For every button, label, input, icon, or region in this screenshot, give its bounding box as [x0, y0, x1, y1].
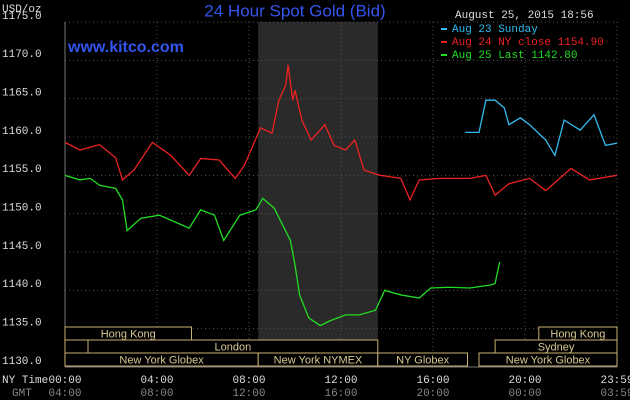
y-tick-label: 1170.0 — [2, 49, 42, 61]
legend-label: Aug 24 NY close 1154.90 — [452, 37, 604, 49]
series-line — [465, 99, 618, 158]
session-label: Hong Kong — [101, 328, 156, 340]
y-tick-label: 1160.0 — [2, 126, 42, 138]
x2-tick-label: 08:00 — [140, 388, 173, 400]
legend-label: Aug 25 Last 1142.80 — [452, 50, 577, 62]
x2-tick-label: 00:00 — [508, 388, 541, 400]
session-label: NY Globex — [396, 354, 449, 366]
y-tick-label: 1165.0 — [2, 88, 42, 100]
x-tick-label: 00:00 — [48, 375, 81, 387]
legend-label: Aug 23 Sunday — [452, 24, 538, 36]
x-tick-label: 12:00 — [324, 375, 357, 387]
session-box — [377, 352, 468, 367]
x-tick-label: 23:59 — [600, 375, 630, 387]
session-shade — [258, 22, 378, 367]
session-label: Hong Kong — [550, 328, 605, 340]
session-label: Sydney — [538, 341, 575, 353]
session-box — [64, 339, 89, 354]
x-tick-label: 04:00 — [140, 375, 173, 387]
x2-tick-label: 12:00 — [232, 388, 265, 400]
y-tick-label: 1175.0 — [2, 11, 42, 23]
x-row-label: NY Time — [2, 375, 48, 387]
session-label: London — [215, 341, 252, 353]
x2-tick-label: 03:59 — [600, 388, 630, 400]
x2-tick-label: 04:00 — [48, 388, 81, 400]
series-line — [64, 174, 501, 327]
chart-title: 24 Hour Spot Gold (Bid) — [204, 1, 385, 20]
shade-layer — [258, 22, 378, 367]
y-tick-label: 1150.0 — [2, 203, 42, 215]
line-layer — [64, 64, 618, 327]
grid-layer — [64, 21, 618, 368]
timestamp: August 25, 2015 18:56 — [455, 10, 594, 22]
session-box — [478, 352, 618, 367]
session-label: New York Globex — [119, 354, 204, 366]
x2-tick-label: 20:00 — [416, 388, 449, 400]
x-tick-label: 16:00 — [416, 375, 449, 387]
x-tick-label: 08:00 — [232, 375, 265, 387]
y-tick-label: 1135.0 — [2, 318, 42, 330]
y-tick-label: 1130.0 — [2, 356, 42, 368]
session-label: New York Globex — [506, 354, 591, 366]
subtitle: www.kitco.com — [67, 39, 184, 56]
x2-tick-label: 16:00 — [324, 388, 357, 400]
y-tick-label: 1140.0 — [2, 279, 42, 291]
series-line — [64, 64, 618, 202]
y-tick-label: 1145.0 — [2, 241, 42, 253]
x2-row-label: GMT — [12, 388, 32, 400]
y-tick-label: 1155.0 — [2, 164, 42, 176]
y-axis-label: USD/oz — [2, 4, 42, 16]
session-label: New York NYMEX — [274, 354, 363, 366]
x-tick-label: 20:00 — [508, 375, 541, 387]
